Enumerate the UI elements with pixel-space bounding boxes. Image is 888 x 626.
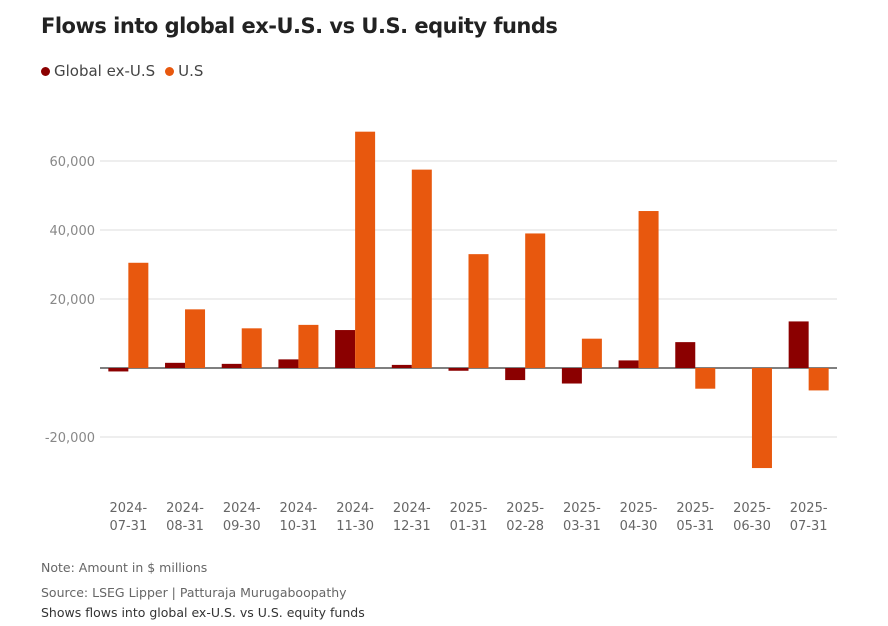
y-tick-label: 40,000 [50,224,96,239]
legend-item-us: U.S [165,62,203,80]
bar-us [241,328,262,368]
bar-global-ex-us [448,368,469,371]
x-tick-label: 08-31 [166,519,204,534]
bar-us [468,254,489,368]
bar-us [525,233,546,368]
y-tick-label: 60,000 [50,155,96,170]
bar-global-ex-us [505,368,526,381]
bar-us [411,169,432,368]
bar-global-ex-us [278,359,299,368]
bar-global-ex-us [788,321,809,368]
legend-item-global: Global ex-U.S [41,62,155,80]
x-tick-label: 2024- [223,501,261,516]
legend-swatch-us [165,66,175,76]
bar-global-ex-us [165,362,186,368]
x-tick-label: 12-31 [393,519,431,534]
bar-us [695,368,716,389]
bar-global-ex-us [675,342,696,368]
bar-us [355,131,376,368]
y-tick-label: -20,000 [45,431,95,446]
source-text: Source: LSEG Lipper | Patturaja Murugabo… [41,585,347,600]
legend-label-us: U.S [178,62,204,80]
x-tick-label: 01-31 [450,519,488,534]
x-tick-label: 2025- [506,501,544,516]
x-tick-label: 2025- [676,501,714,516]
legend-swatch-global [41,66,50,76]
x-tick-label: 07-31 [790,519,828,534]
x-tick-label: 2025- [620,501,658,516]
bar-global-ex-us [335,330,356,368]
bar-global-ex-us [391,364,412,368]
x-tick-label: 2024- [280,501,318,516]
x-tick-label: 11-30 [336,519,374,534]
legend: Global ex-U.S U.S [41,62,213,80]
y-tick-label: 20,000 [50,293,96,308]
bar-us [298,324,319,368]
bar-us [185,309,206,368]
x-tick-label: 2024- [336,501,374,516]
x-tick-label: 10-31 [280,519,318,534]
x-tick-label: 05-31 [676,519,714,534]
caption-text: Shows flows into global ex-U.S. vs U.S. … [41,605,365,620]
x-tick-label: 04-30 [620,519,658,534]
bar-us [751,368,772,469]
legend-label-global: Global ex-U.S [54,62,156,80]
x-tick-label: 02-28 [506,519,544,534]
x-tick-label: 2024- [166,501,204,516]
x-tick-label: 2025- [450,501,488,516]
x-tick-label: 2025- [563,501,601,516]
chart-title: Flows into global ex-U.S. vs U.S. equity… [41,14,558,38]
x-tick-label: 06-30 [733,519,771,534]
note-text: Note: Amount in $ millions [41,560,208,575]
x-tick-label: 2024- [109,501,147,516]
x-tick-label: 07-31 [109,519,147,534]
bar-us [581,338,602,368]
bar-us [638,211,659,368]
bar-global-ex-us [221,363,242,368]
bar-us [128,262,149,368]
bar-us [808,368,829,391]
x-tick-label: 2024- [393,501,431,516]
bar-global-ex-us [561,368,582,384]
x-tick-label: 03-31 [563,519,601,534]
bar-global-ex-us [618,360,639,368]
x-tick-label: 2025- [733,501,771,516]
x-tick-label: 09-30 [223,519,261,534]
bar-global-ex-us [108,368,129,372]
x-tick-label: 2025- [790,501,828,516]
